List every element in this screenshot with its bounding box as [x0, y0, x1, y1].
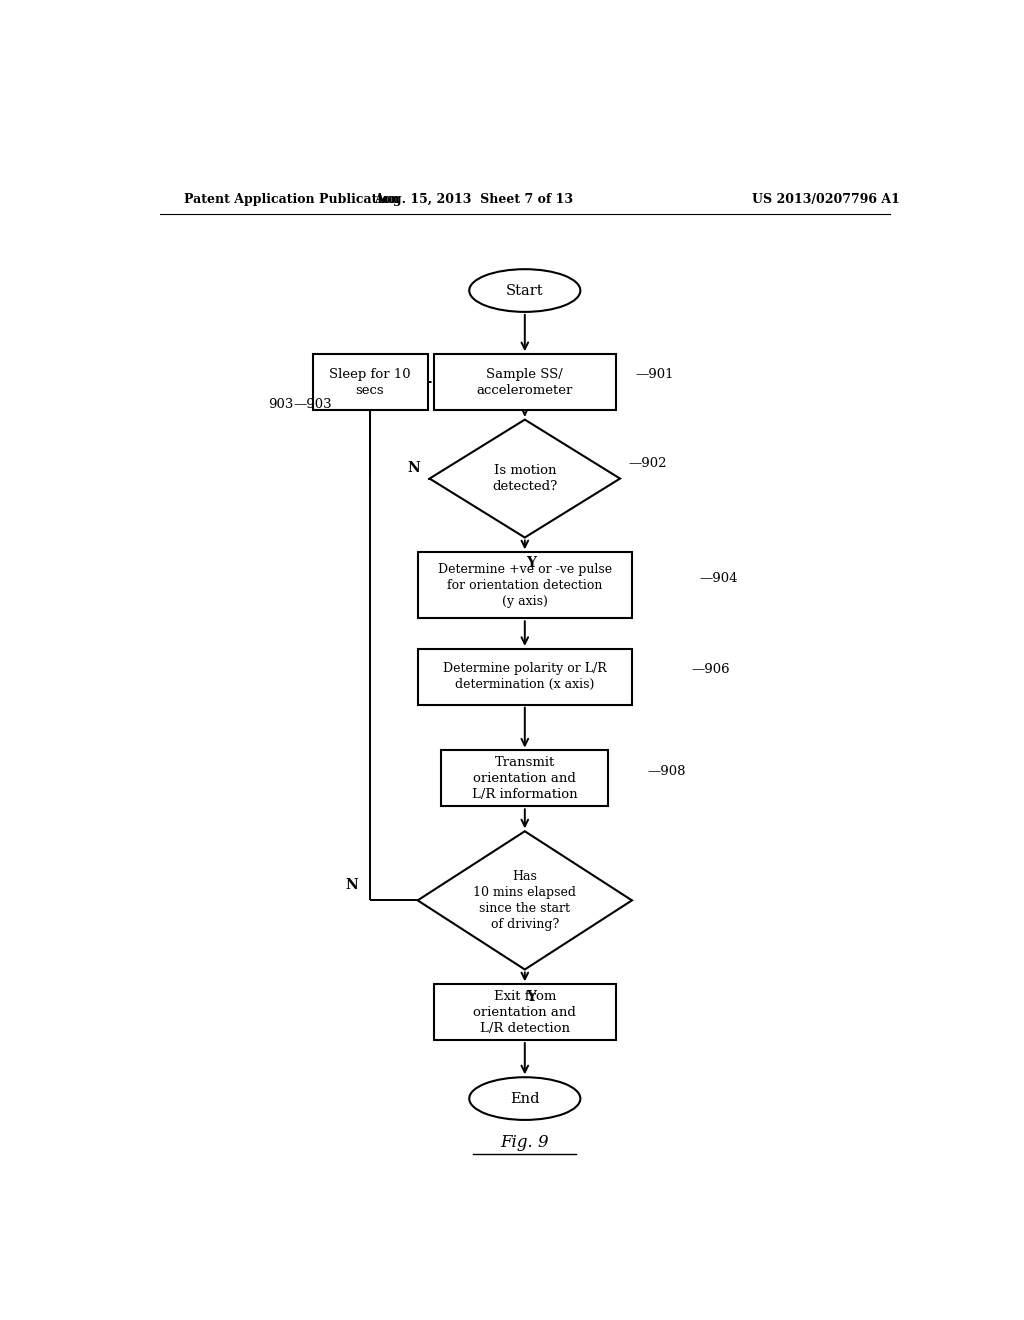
- Ellipse shape: [469, 269, 581, 312]
- Polygon shape: [430, 420, 620, 537]
- Text: —902: —902: [628, 457, 667, 470]
- FancyBboxPatch shape: [433, 354, 616, 411]
- Ellipse shape: [469, 1077, 581, 1119]
- Text: Exit from
orientation and
L/R detection: Exit from orientation and L/R detection: [473, 990, 577, 1035]
- Text: Sleep for 10
secs: Sleep for 10 secs: [330, 367, 411, 396]
- Text: Patent Application Publication: Patent Application Publication: [183, 193, 399, 206]
- Text: 903: 903: [267, 397, 293, 411]
- Text: Aug. 15, 2013  Sheet 7 of 13: Aug. 15, 2013 Sheet 7 of 13: [374, 193, 572, 206]
- FancyBboxPatch shape: [418, 649, 632, 705]
- Text: —901: —901: [636, 368, 675, 381]
- Text: —903: —903: [293, 397, 332, 411]
- Text: —904: —904: [699, 572, 738, 585]
- FancyBboxPatch shape: [441, 751, 608, 807]
- Text: —906: —906: [691, 663, 730, 676]
- Text: —908: —908: [648, 764, 686, 777]
- Text: N: N: [408, 462, 420, 475]
- Text: US 2013/0207796 A1: US 2013/0207796 A1: [753, 193, 900, 206]
- Text: Has
10 mins elapsed
since the start
of driving?: Has 10 mins elapsed since the start of d…: [473, 870, 577, 931]
- Text: Transmit
orientation and
L/R information: Transmit orientation and L/R information: [472, 756, 578, 801]
- Text: End: End: [510, 1092, 540, 1106]
- Text: N: N: [345, 878, 358, 892]
- FancyBboxPatch shape: [433, 985, 616, 1040]
- Text: Fig. 9: Fig. 9: [501, 1134, 549, 1151]
- FancyBboxPatch shape: [312, 354, 428, 411]
- Text: Sample SS/
accelerometer: Sample SS/ accelerometer: [476, 367, 573, 396]
- Text: Is motion
detected?: Is motion detected?: [493, 465, 557, 494]
- Text: Determine polarity or L/R
determination (x axis): Determine polarity or L/R determination …: [443, 663, 606, 692]
- Text: Start: Start: [506, 284, 544, 297]
- Text: Determine +ve or -ve pulse
for orientation detection
(y axis): Determine +ve or -ve pulse for orientati…: [437, 562, 612, 607]
- Polygon shape: [418, 832, 632, 969]
- FancyBboxPatch shape: [418, 552, 632, 618]
- Text: Y: Y: [526, 990, 537, 1003]
- Text: Y: Y: [526, 556, 537, 570]
